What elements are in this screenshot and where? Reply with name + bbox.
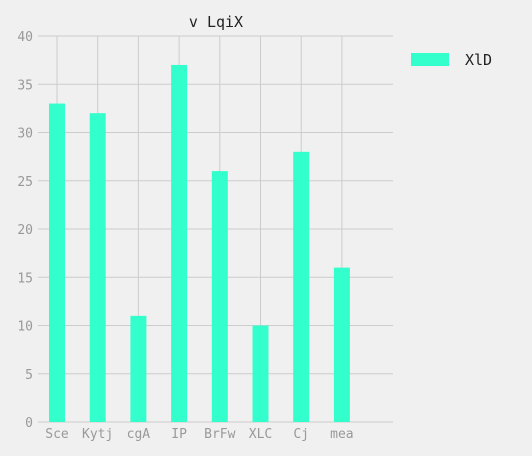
x-axis-ticks: Sce Kytj cgA IP BrFw XLC Cj mea [45, 427, 353, 442]
bar [252, 325, 269, 422]
chart-title: v LqiX [189, 13, 243, 31]
y-tick-label: 20 [17, 223, 33, 238]
bar [293, 151, 310, 423]
y-tick-label: 5 [25, 368, 33, 383]
y-axis-ticks: 0 5 10 15 20 25 30 35 40 [17, 30, 33, 431]
bar [211, 171, 228, 422]
x-tick-label: cgA [127, 427, 151, 442]
bar [333, 267, 350, 422]
y-tick-label: 15 [17, 271, 33, 286]
y-tick-label: 25 [17, 175, 33, 190]
x-tick-label: XLC [249, 427, 272, 442]
x-tick-label: Sce [45, 427, 69, 442]
x-tick-label: IP [171, 427, 187, 442]
y-tick-label: 0 [25, 416, 33, 431]
y-tick-label: 35 [17, 78, 33, 93]
x-tick-label: Cj [293, 427, 309, 442]
y-tick-label: 30 [17, 127, 33, 142]
x-tick-label: BrFw [204, 427, 235, 442]
y-tick-label: 10 [17, 320, 33, 335]
legend: XlD [411, 51, 492, 69]
bar [49, 103, 65, 423]
legend-swatch [411, 53, 449, 66]
bars [49, 64, 350, 423]
x-tick-label: mea [330, 427, 353, 442]
legend-label: XlD [465, 51, 492, 69]
bar [130, 315, 147, 422]
bar [89, 113, 106, 422]
y-tick-label: 40 [17, 30, 33, 45]
x-tick-label: Kytj [82, 427, 113, 442]
bar [171, 64, 188, 422]
